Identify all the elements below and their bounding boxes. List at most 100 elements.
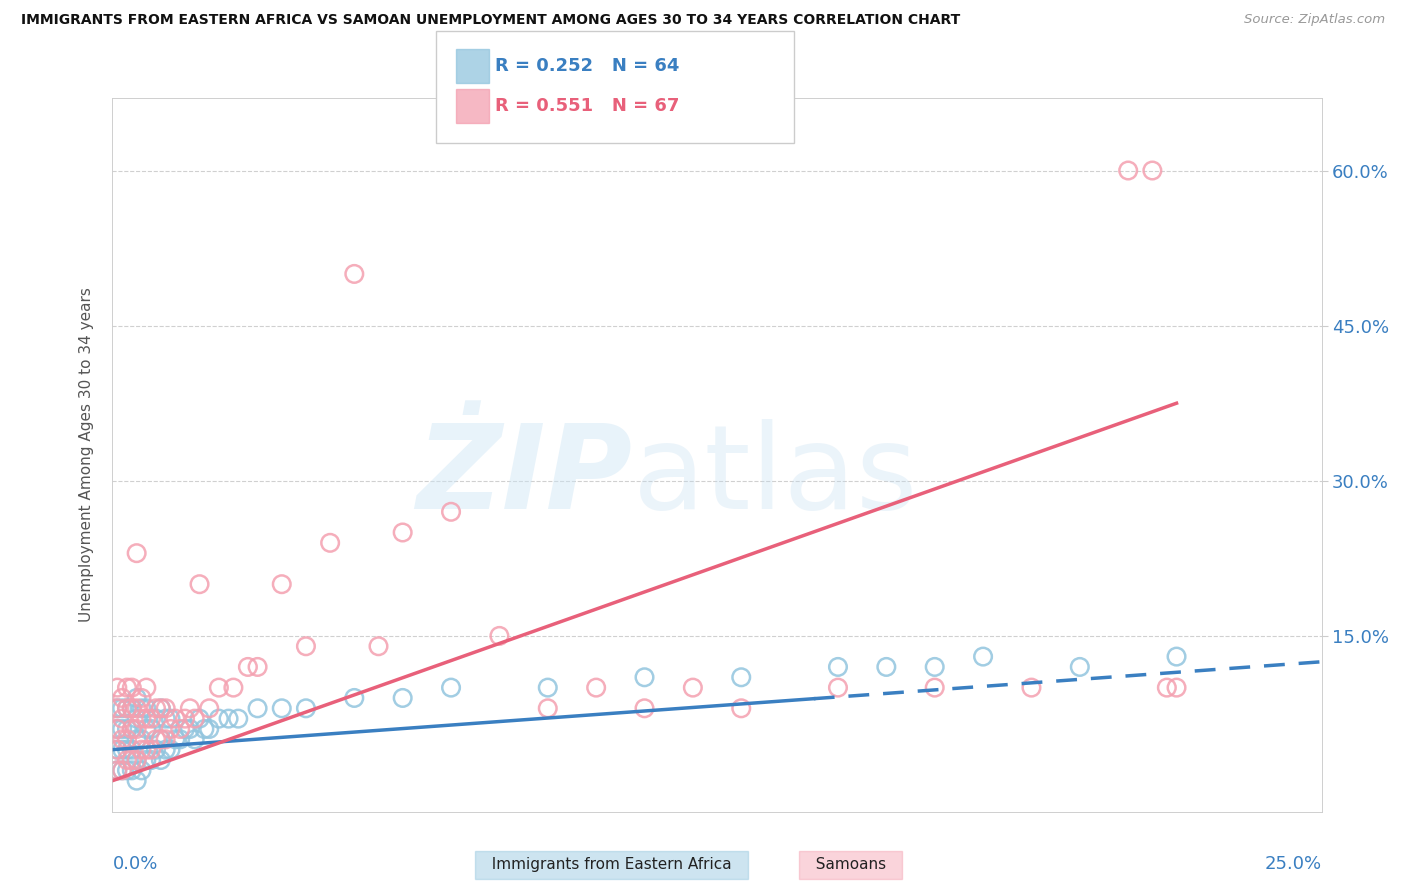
Point bbox=[145, 712, 167, 726]
Point bbox=[105, 722, 128, 736]
Text: atlas: atlas bbox=[633, 419, 918, 533]
Point bbox=[125, 753, 148, 767]
Point bbox=[105, 764, 128, 778]
Point bbox=[319, 536, 342, 550]
Point bbox=[827, 681, 849, 695]
Point bbox=[924, 660, 946, 674]
Point bbox=[169, 732, 191, 747]
Point bbox=[295, 701, 318, 715]
Point bbox=[159, 722, 181, 736]
Point bbox=[111, 722, 134, 736]
Point bbox=[135, 742, 157, 756]
Point bbox=[169, 722, 191, 736]
Point bbox=[131, 701, 153, 715]
Point bbox=[105, 742, 128, 756]
Point bbox=[121, 764, 143, 778]
Point bbox=[179, 701, 201, 715]
Point bbox=[131, 712, 153, 726]
Point bbox=[105, 701, 128, 715]
Point bbox=[198, 722, 221, 736]
Point bbox=[440, 681, 463, 695]
Text: Source: ZipAtlas.com: Source: ZipAtlas.com bbox=[1244, 13, 1385, 27]
Point bbox=[111, 742, 134, 756]
Point bbox=[155, 712, 177, 726]
Point bbox=[149, 701, 172, 715]
Text: IMMIGRANTS FROM EASTERN AFRICA VS SAMOAN UNEMPLOYMENT AMONG AGES 30 TO 34 YEARS : IMMIGRANTS FROM EASTERN AFRICA VS SAMOAN… bbox=[21, 13, 960, 28]
Point bbox=[440, 505, 463, 519]
Point bbox=[875, 660, 897, 674]
Point bbox=[295, 639, 318, 653]
Point bbox=[141, 712, 163, 726]
Point bbox=[537, 701, 560, 715]
Point bbox=[270, 577, 292, 591]
Point bbox=[246, 701, 269, 715]
Point bbox=[111, 701, 134, 715]
Point bbox=[183, 712, 205, 726]
Point bbox=[270, 701, 292, 715]
Point bbox=[159, 742, 181, 756]
Point bbox=[135, 722, 157, 736]
Point bbox=[1116, 163, 1139, 178]
Text: Samoans: Samoans bbox=[806, 857, 896, 872]
Point bbox=[1166, 649, 1188, 664]
Point bbox=[115, 732, 138, 747]
Point bbox=[208, 681, 231, 695]
Point bbox=[174, 722, 197, 736]
Point bbox=[115, 742, 138, 756]
Point bbox=[391, 690, 413, 705]
Point bbox=[125, 773, 148, 788]
Point bbox=[174, 712, 197, 726]
Point bbox=[125, 546, 148, 560]
Point bbox=[149, 701, 172, 715]
Point bbox=[1156, 681, 1178, 695]
Point bbox=[141, 753, 163, 767]
Point bbox=[115, 701, 138, 715]
Point bbox=[111, 764, 134, 778]
Point bbox=[165, 732, 187, 747]
Point bbox=[115, 681, 138, 695]
Point bbox=[218, 712, 240, 726]
Point bbox=[343, 690, 366, 705]
Point bbox=[115, 753, 138, 767]
Point bbox=[131, 764, 153, 778]
Point bbox=[121, 722, 143, 736]
Point bbox=[222, 681, 245, 695]
Point bbox=[188, 577, 211, 591]
Point bbox=[125, 732, 148, 747]
Point bbox=[145, 732, 167, 747]
Point bbox=[121, 753, 143, 767]
Point bbox=[585, 681, 607, 695]
Point bbox=[145, 742, 167, 756]
Point bbox=[226, 712, 249, 726]
Point bbox=[1142, 163, 1164, 178]
Point bbox=[111, 690, 134, 705]
Text: R = 0.252   N = 64: R = 0.252 N = 64 bbox=[495, 57, 679, 75]
Point bbox=[149, 732, 172, 747]
Point bbox=[141, 722, 163, 736]
Point bbox=[125, 701, 148, 715]
Point bbox=[115, 722, 138, 736]
Point bbox=[633, 670, 655, 684]
Point bbox=[141, 742, 163, 756]
Point bbox=[1069, 660, 1091, 674]
Point bbox=[149, 753, 172, 767]
Point bbox=[121, 701, 143, 715]
Point bbox=[115, 701, 138, 715]
Point bbox=[135, 701, 157, 715]
Point bbox=[633, 701, 655, 715]
Point bbox=[730, 701, 752, 715]
Point bbox=[145, 701, 167, 715]
Point bbox=[198, 701, 221, 715]
Point bbox=[165, 712, 187, 726]
Point bbox=[682, 681, 704, 695]
Point bbox=[488, 629, 510, 643]
Point bbox=[537, 681, 560, 695]
Point bbox=[155, 732, 177, 747]
Text: 0.0%: 0.0% bbox=[112, 855, 157, 873]
Point bbox=[121, 681, 143, 695]
Point bbox=[236, 660, 259, 674]
Point bbox=[135, 712, 157, 726]
Point bbox=[972, 649, 994, 664]
Point bbox=[188, 712, 211, 726]
Text: 25.0%: 25.0% bbox=[1264, 855, 1322, 873]
